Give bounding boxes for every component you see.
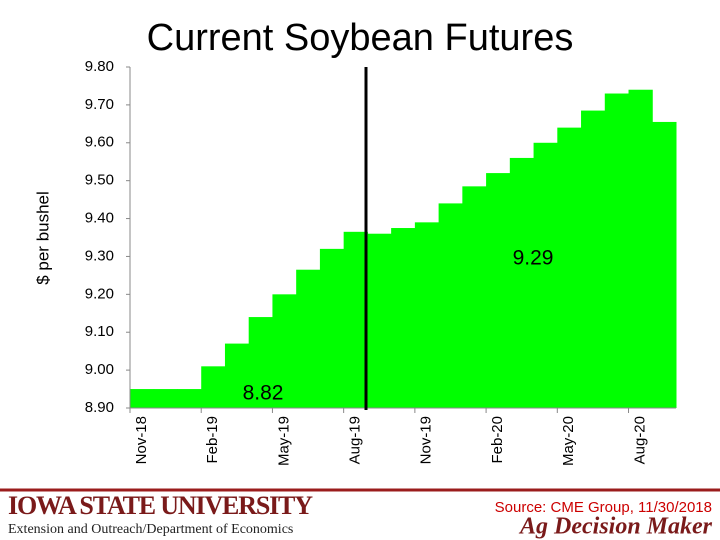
bar [414,222,440,408]
bar [652,121,677,408]
y-tick-label: 9.40 [85,210,114,227]
bar [557,127,582,408]
y-tick-label: 9.00 [85,361,114,378]
y-tick-label: 9.30 [85,247,114,264]
bar [391,228,416,408]
y-tick-label: 8.90 [85,399,114,416]
department: Extension and Outreach/Department of Eco… [8,522,293,537]
bar [201,366,226,408]
bar [604,93,630,409]
y-tick-label: 9.70 [85,96,114,113]
bar [462,186,487,408]
bar [319,248,345,408]
bar [367,233,392,408]
annotation: 8.82 [243,382,284,405]
y-tick-label: 9.20 [85,285,114,302]
brand: Ag Decision Maker [518,514,713,540]
chart-title: Current Soybean Futures [147,17,574,59]
x-tick-label: Aug-20 [631,416,648,464]
x-tick-label: Feb-19 [204,416,221,464]
bar [509,157,535,408]
footer [0,490,720,540]
y-tick-label: 9.60 [85,134,114,151]
bar [177,389,202,408]
university-name: Iowa State University [8,491,313,520]
bar [438,203,463,408]
bar [130,389,155,408]
x-tick-label: Feb-20 [489,416,506,464]
bar [248,317,273,408]
x-tick-label: Aug-19 [346,416,363,464]
x-tick-label: May-20 [560,416,577,466]
bar [343,231,368,408]
bar [486,173,511,408]
y-tick-label: 9.80 [85,58,114,75]
x-tick-label: Nov-19 [418,416,435,464]
source: Source: CME Group, 11/30/2018 [495,499,712,516]
y-tick-label: 9.10 [85,323,114,340]
bar [224,343,250,408]
plot-area: 8.90 9.00 9.10 9.20 9.30 9.40 9.50 9.60 9.70 9.80… [85,58,677,466]
y-tick-label: 9.50 [85,172,114,189]
x-tick-label: May-19 [275,416,292,466]
x-tick-label: Nov-18 [133,416,150,464]
bar [533,142,558,408]
y-axis-label: $ per bushel [33,191,52,285]
bar [296,269,321,408]
bar [153,389,178,408]
bar [581,110,606,409]
bar [628,89,653,408]
bar [272,294,297,408]
annotation: 9.29 [513,247,554,270]
